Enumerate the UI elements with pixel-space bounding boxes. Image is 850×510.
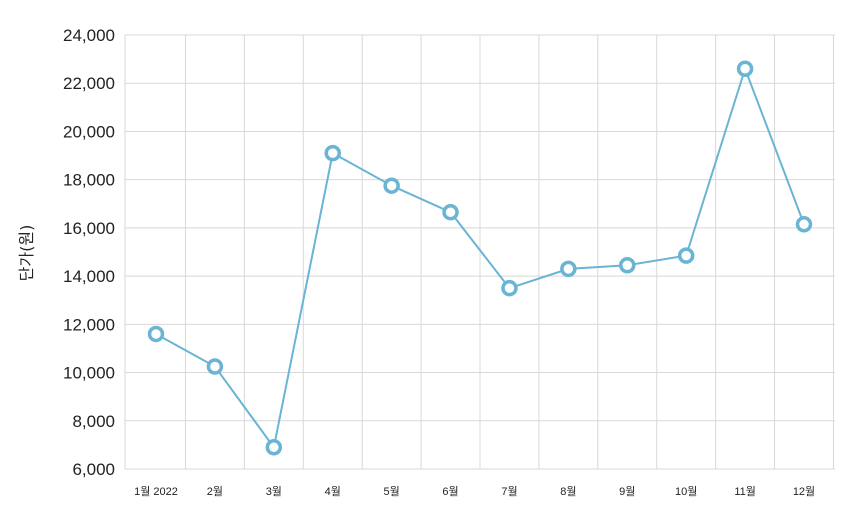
x-axis: 1월 2022 2월 3월 4월 5월 6월 7월 8월 9월 10월 11월 12월 <box>134 485 815 498</box>
series-line <box>155 65 805 450</box>
x-tick-label: 7월 <box>501 485 517 498</box>
x-tick-label: 5월 <box>384 485 400 498</box>
x-tick-label: 2월 <box>207 485 223 498</box>
x-tick-label: 11월 <box>734 485 756 498</box>
x-tick-label: 4월 <box>325 485 341 498</box>
y-tick-label: 14,000 <box>63 267 115 286</box>
x-tick-label: 8월 <box>560 485 576 498</box>
data-point <box>324 144 341 162</box>
data-point <box>736 60 754 78</box>
data-point <box>442 203 459 221</box>
y-tick-label: 18,000 <box>63 171 115 190</box>
y-tick-label: 6,000 <box>72 460 115 479</box>
y-tick-label: 24,000 <box>63 26 115 45</box>
x-tick-label: 6월 <box>442 485 458 498</box>
data-point <box>795 216 813 233</box>
y-tick-label: 20,000 <box>63 122 115 141</box>
y-tick-label: 16,000 <box>63 219 115 238</box>
x-tick-label: 9월 <box>619 485 635 498</box>
x-tick-label: 10월 <box>675 485 697 498</box>
data-point <box>560 260 577 278</box>
data-point <box>677 247 695 264</box>
data-point <box>383 177 400 194</box>
x-tick-label: 1월 2022 <box>134 485 178 498</box>
data-point <box>265 439 283 456</box>
y-axis-label: 단가(원) <box>17 225 36 282</box>
y-tick-label: 10,000 <box>63 364 115 383</box>
y-tick-label: 22,000 <box>63 74 115 93</box>
y-tick-label: 8,000 <box>72 412 115 431</box>
x-tick-label: 3월 <box>266 485 282 498</box>
data-point <box>619 257 636 274</box>
grid <box>124 34 835 470</box>
y-tick-label: 12,000 <box>63 315 115 334</box>
data-point <box>501 279 518 297</box>
x-tick-label: 12월 <box>793 485 815 498</box>
series <box>147 60 813 456</box>
y-axis: 6,000 8,000 10,000 12,000 14,000 16,000 18,000… <box>63 26 115 479</box>
data-point <box>206 358 224 375</box>
data-point <box>147 325 165 343</box>
